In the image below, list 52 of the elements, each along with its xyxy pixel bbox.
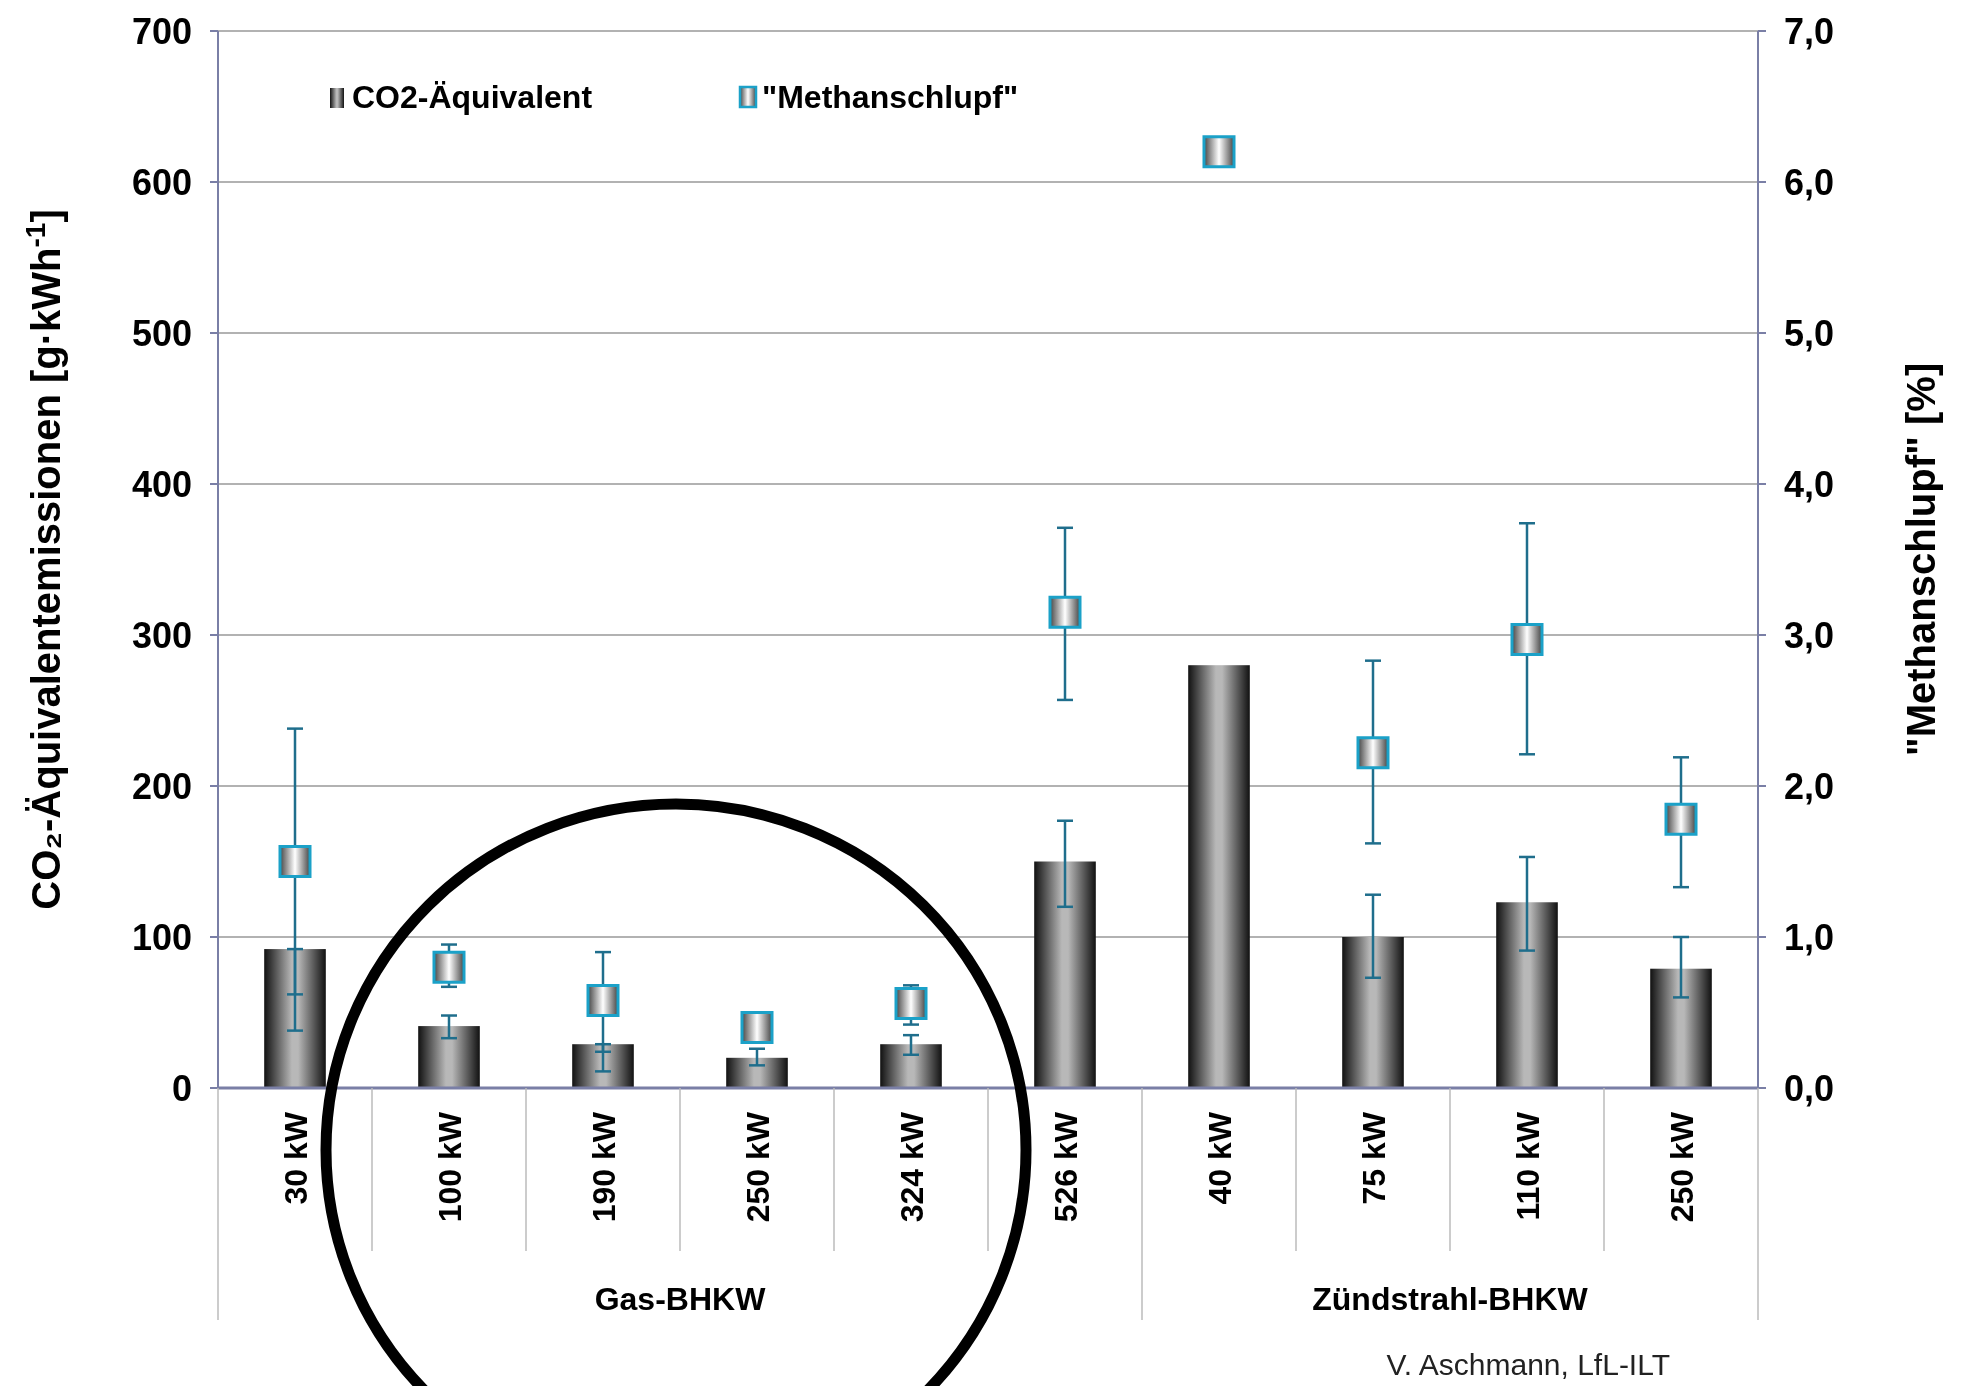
y-tick-label: 100 [131,916,192,958]
y-tick-label: 600 [131,161,192,203]
legend-label: CO2-Äquivalent [352,79,593,116]
x-tick-label: 190 kW [586,1111,622,1223]
y2-tick-label: 4,0 [1784,463,1835,505]
y2-tick-label: 5,0 [1784,312,1835,354]
text: Zündstrahl-BHKW [1312,1281,1589,1317]
x-tick-label: 110 kW [1510,1111,1546,1221]
point [1202,135,1236,169]
bar [418,1026,480,1088]
bar [1342,937,1404,1088]
bar [1496,902,1558,1088]
x-tick-label: 100 kW [432,1111,468,1223]
y2-tick-label: 7,0 [1784,10,1835,52]
y-tick-label: 200 [131,765,192,807]
y-tick-label: 0 [171,1067,192,1109]
x-tick-label: 250 kW [740,1111,776,1223]
x-tick-label: 250 kW [1664,1111,1700,1223]
y2-tick-label: 0,0 [1784,1067,1835,1109]
text: V. Aschmann, LfL-ILT [1386,1348,1670,1381]
bar [264,949,326,1088]
point [278,845,312,878]
y2-tick-label: 1,0 [1784,916,1835,958]
point [1356,736,1390,770]
point [586,983,620,1017]
point [894,986,928,1020]
y2-tick-label: 6,0 [1784,161,1835,203]
y2-tick-label: 2,0 [1784,765,1835,807]
x-tick-label: 40 kW [1202,1111,1238,1205]
point [1510,623,1544,657]
y-tick-label: 500 [131,312,192,354]
legend-label: "Methanschlupf" [762,79,1019,116]
x-tick-label: 75 kW [1356,1111,1392,1205]
text: Gas-BHKW [594,1281,767,1317]
bar [880,1044,942,1088]
y-tick-label: 400 [131,463,192,505]
point [432,950,466,984]
bar [572,1044,634,1088]
y-tick-label: 300 [131,614,192,656]
y2-axis-title: "Methanschlupf" [%] [1899,362,1943,757]
x-tick-label: 526 kW [1048,1111,1084,1223]
y-tick-label: 700 [131,10,192,52]
bar [1650,968,1712,1088]
bar [1188,665,1250,1088]
bar [726,1057,788,1088]
y2-tick-label: 3,0 [1784,614,1835,656]
bar [1034,861,1096,1088]
point [1048,595,1082,629]
x-tick-label: 30 kW [278,1111,314,1205]
point [740,1011,774,1045]
x-tick-label: 324 kW [894,1111,930,1223]
point [1664,802,1698,836]
